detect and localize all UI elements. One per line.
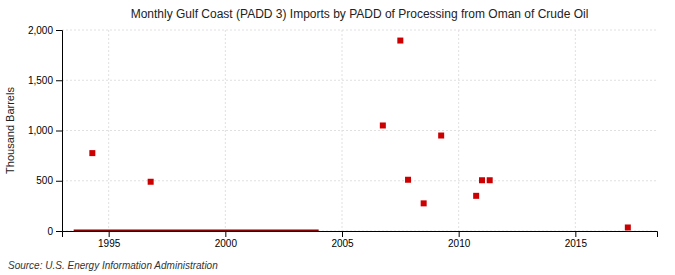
- line: [74, 230, 319, 232]
- tick-mark: [56, 30, 62, 31]
- grid-line: [225, 30, 226, 231]
- tick-mark: [109, 231, 110, 237]
- point: [625, 224, 631, 230]
- y-axis: 0 500 1,000 1,500 2,000: [28, 25, 63, 237]
- tick-mark: [225, 231, 226, 237]
- chart: 1995 2000 2005 2010 2015 0 500 1,000 1,500 2,000 M…: [0, 0, 675, 275]
- point: [405, 177, 411, 183]
- tick: 1,000: [28, 125, 62, 136]
- tick-label: 1,500: [28, 75, 53, 86]
- y-axis-title: Thousand Barrels: [4, 87, 16, 174]
- point: [148, 179, 154, 185]
- x-axis: 1995 2000 2005 2010 2015: [63, 231, 658, 249]
- axis-line: [56, 31, 63, 232]
- plot: 1995 2000 2005 2010 2015 0 500 1,000 1,500 2,000: [28, 25, 658, 249]
- tick-mark: [56, 131, 62, 132]
- point: [438, 133, 444, 139]
- grid-line: [62, 80, 657, 81]
- grid: [62, 30, 657, 231]
- point: [421, 200, 427, 206]
- point: [397, 38, 403, 44]
- tick-label: 2015: [565, 238, 588, 249]
- tick: 500: [36, 175, 62, 186]
- point: [479, 177, 485, 183]
- tick: 2000: [215, 231, 238, 249]
- tick-label: 2000: [215, 238, 238, 249]
- tick: 1995: [98, 231, 121, 249]
- tick-label: 2,000: [28, 25, 53, 36]
- tick: 2005: [331, 231, 354, 249]
- tick: 2010: [448, 231, 471, 249]
- grid-line: [62, 130, 657, 131]
- tick-mark: [459, 231, 460, 237]
- point: [89, 150, 95, 156]
- tick-label: 1995: [98, 238, 121, 249]
- tick: 1,500: [28, 75, 62, 86]
- tick-label: 2010: [448, 238, 471, 249]
- tick: 0: [47, 226, 62, 237]
- tick-label: 2005: [331, 238, 354, 249]
- tick-mark: [56, 231, 62, 232]
- axis-line: [63, 232, 658, 238]
- point: [487, 177, 493, 183]
- tick-mark: [56, 80, 62, 81]
- grid-line: [62, 30, 657, 31]
- annotation: Source: U.S. Energy Information Administ…: [8, 260, 218, 271]
- tick: 2,000: [28, 25, 62, 36]
- point: [380, 122, 386, 128]
- grid-line: [575, 30, 576, 231]
- grid-line: [458, 30, 459, 231]
- tick-label: 1,000: [28, 125, 53, 136]
- tick: 2015: [565, 231, 588, 249]
- point: [473, 193, 479, 199]
- tick-mark: [342, 231, 343, 237]
- tick-label: 0: [47, 226, 53, 237]
- tick-mark: [56, 181, 62, 182]
- tick-mark: [575, 231, 576, 237]
- title: Monthly Gulf Coast (PADD 3) Imports by P…: [131, 7, 589, 21]
- grid-line: [108, 30, 109, 231]
- grid-line: [342, 30, 343, 231]
- marks: [74, 38, 631, 231]
- tick-label: 500: [36, 175, 53, 186]
